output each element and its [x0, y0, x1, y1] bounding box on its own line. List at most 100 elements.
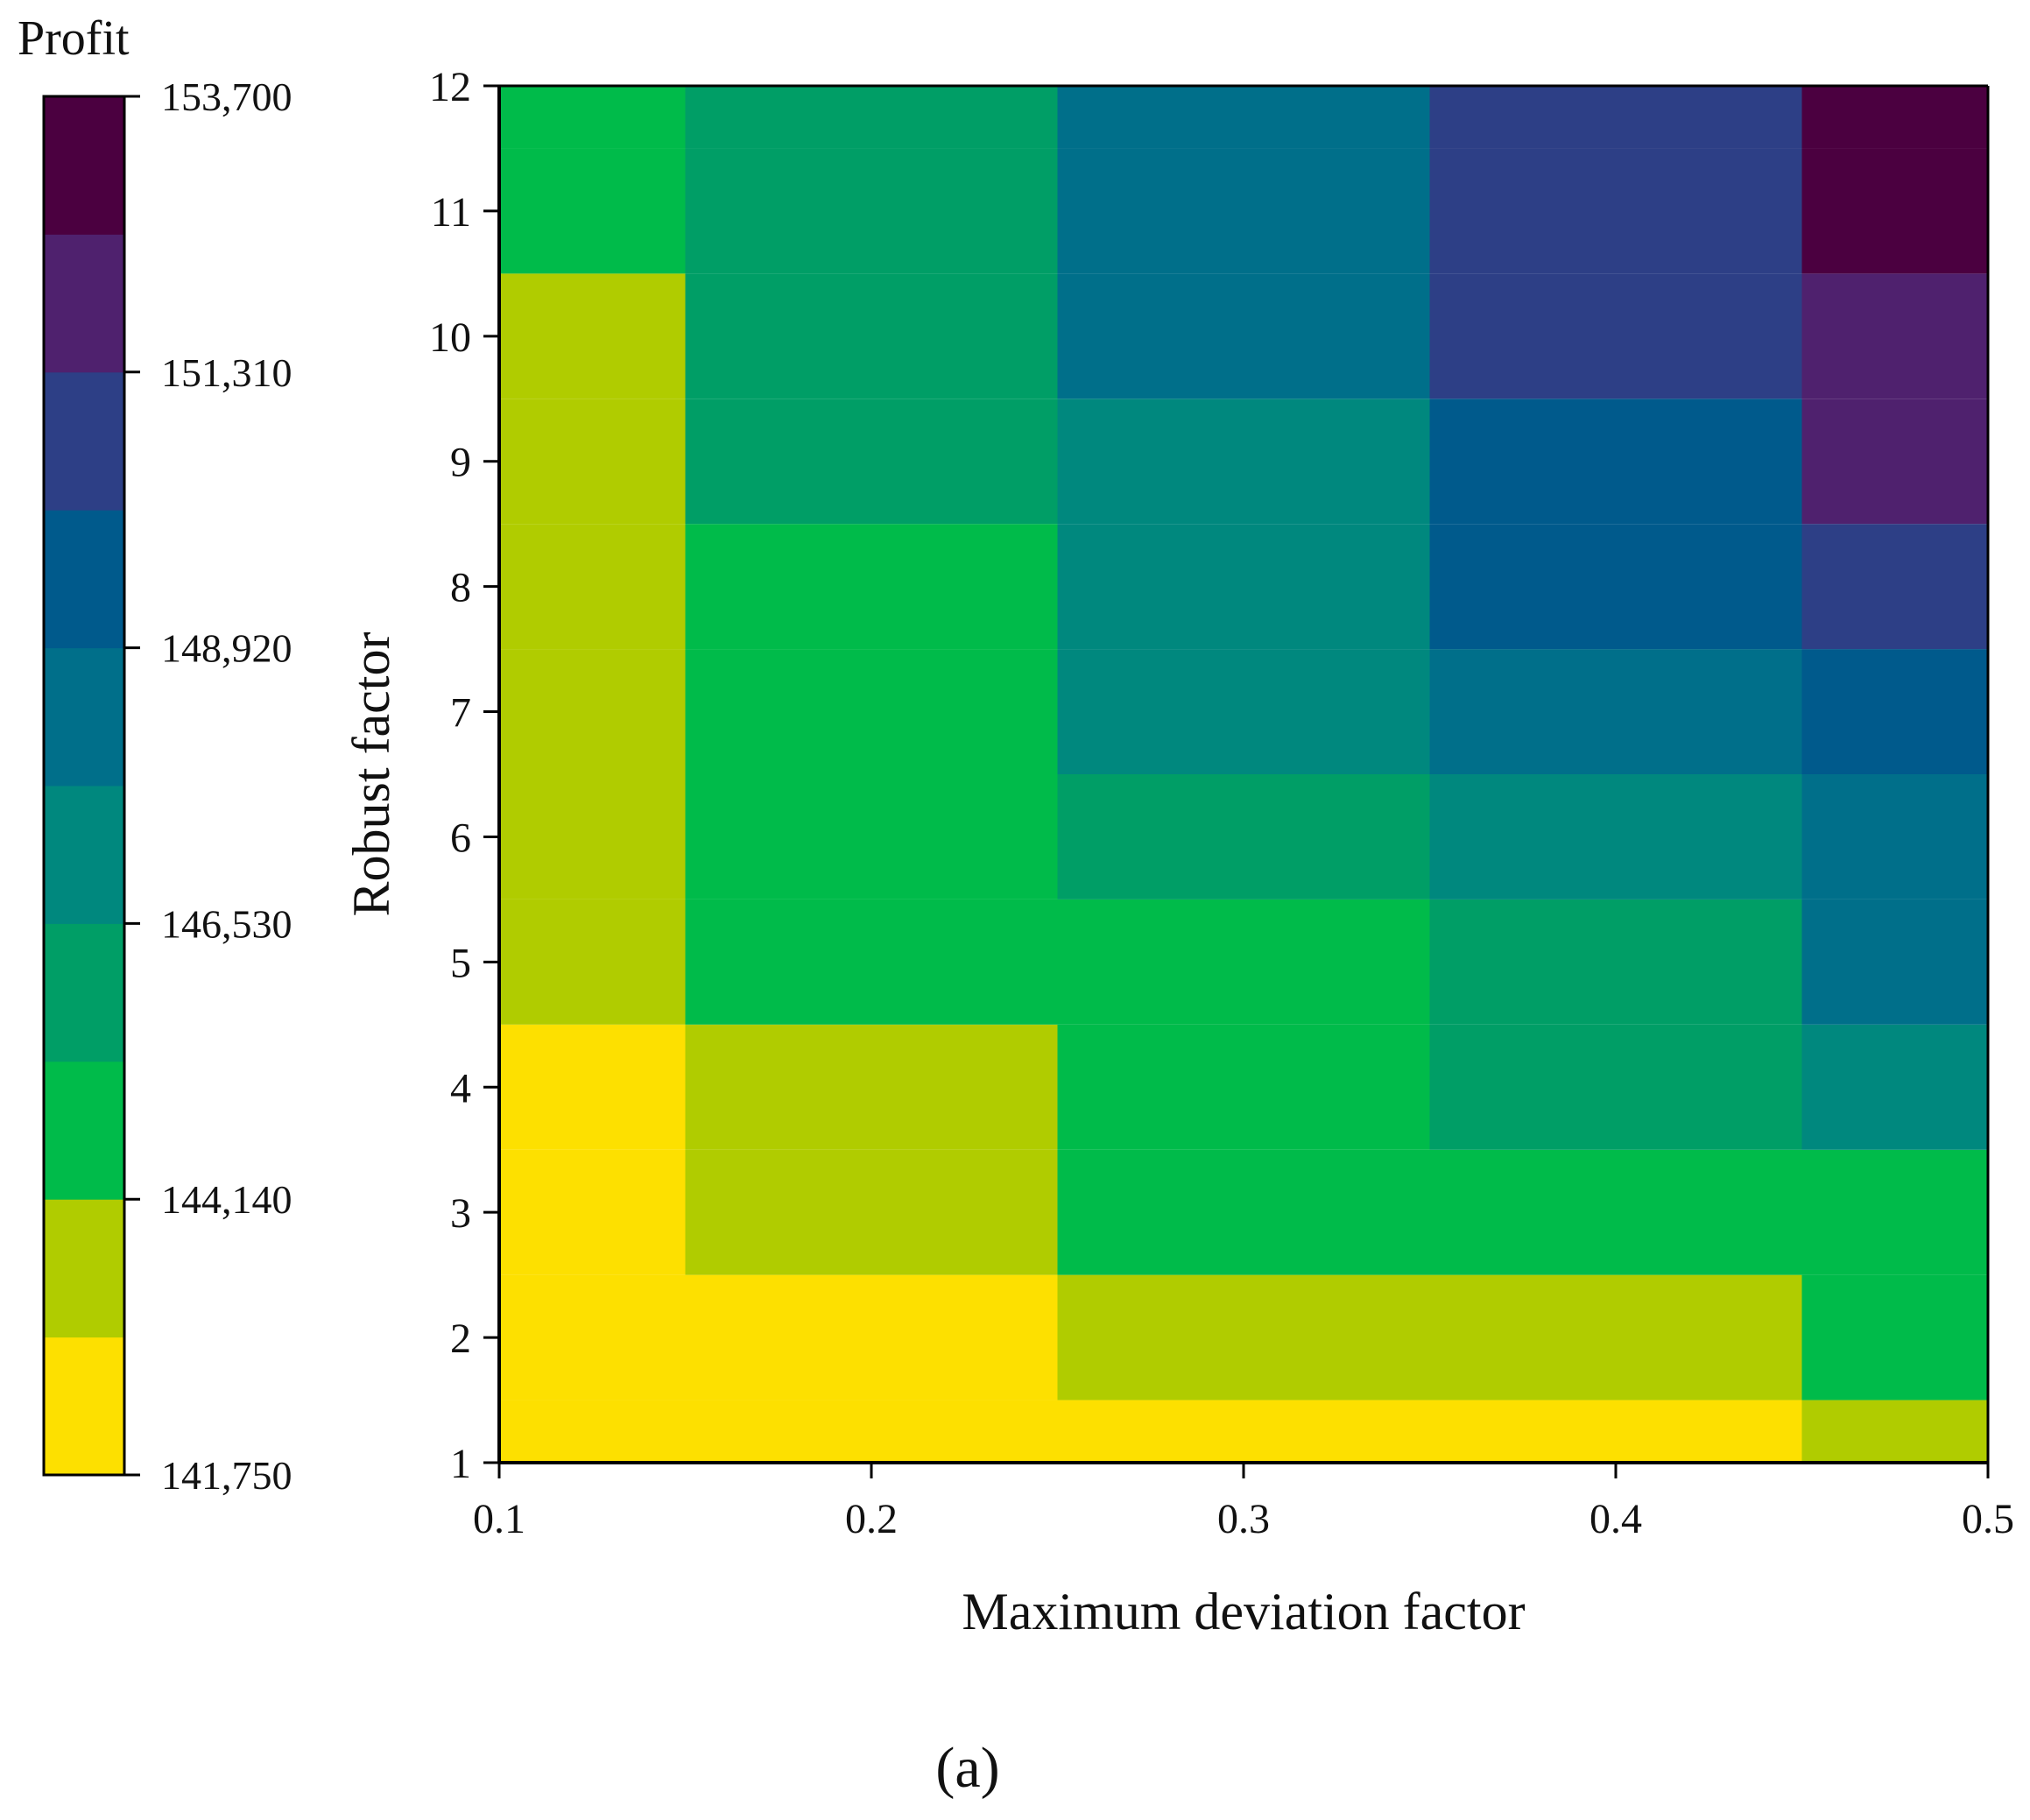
x-tick-label: 0.1	[473, 1496, 525, 1542]
heatmap-cell	[499, 273, 686, 399]
y-tick-label: 4	[450, 1065, 471, 1111]
heatmap-cell	[1801, 899, 1988, 1025]
heatmap-cell	[1057, 774, 1430, 899]
x-axis-ticks: 0.1 0.2 0.3 0.4 0.5	[473, 1463, 2014, 1542]
heatmap-cell	[1057, 399, 1430, 525]
colorbar-band	[44, 96, 124, 235]
heatmap-cell	[1801, 1400, 1988, 1463]
colorbar-band	[44, 647, 124, 787]
heatmap-cell	[685, 148, 1058, 274]
x-tick-label: 0.4	[1589, 1496, 1642, 1542]
heatmap-cell	[1801, 649, 1988, 774]
x-tick-label: 0.3	[1217, 1496, 1270, 1542]
colorbar-tick-label: 146,530	[161, 901, 293, 946]
y-tick-label: 9	[450, 440, 471, 486]
colorbar-band	[44, 1061, 124, 1200]
heatmap-cell	[1429, 899, 1802, 1025]
heatmap-cell	[685, 774, 1058, 899]
colorbar-tick-label: 151,310	[161, 350, 293, 395]
heatmap-cell	[1801, 1274, 1988, 1400]
heatmap-cell	[1057, 524, 1430, 650]
colorbar-tick-label: 148,920	[161, 626, 293, 671]
heatmap-cell	[685, 399, 1058, 525]
y-tick-label: 8	[450, 565, 471, 611]
y-tick-label: 12	[429, 64, 471, 110]
heatmap-cell	[1429, 399, 1802, 525]
heatmap-cell	[685, 1274, 1058, 1400]
y-tick-label: 3	[450, 1190, 471, 1237]
x-tick-label: 0.5	[1962, 1496, 2014, 1542]
heatmap-cell	[685, 649, 1058, 774]
colorbar-tick-label: 153,700	[161, 74, 293, 119]
figure-caption: (a)	[935, 1736, 999, 1800]
heatmap-cell	[1429, 524, 1802, 650]
colorbar-band	[44, 234, 124, 373]
y-tick-label: 6	[450, 815, 471, 861]
heatmap-cell	[499, 649, 686, 774]
heatmap-cell	[1429, 148, 1802, 274]
colorbar-band	[44, 510, 124, 649]
heatmap-cell	[1057, 273, 1430, 399]
heatmap-cell	[685, 273, 1058, 399]
heatmap-cell	[499, 1024, 686, 1150]
x-tick-label: 0.2	[845, 1496, 898, 1542]
heatmap-cell	[1057, 649, 1430, 774]
colorbar-band	[44, 923, 124, 1062]
heatmap-cell	[1057, 1400, 1430, 1463]
heatmap-cell	[1057, 1024, 1430, 1150]
colorbar-band	[44, 1337, 124, 1476]
heatmap-cell	[499, 1274, 686, 1400]
heatmap-cell	[685, 1149, 1058, 1275]
y-tick-label: 7	[450, 690, 471, 737]
colorbar-frame	[42, 95, 126, 1477]
colorbar-ticks: 141,750 144,140 146,530 148,920 151,310 153,7…	[124, 74, 293, 1498]
y-tick-label: 1	[450, 1441, 471, 1487]
colorbar-band	[44, 786, 124, 924]
heatmap-cell	[685, 524, 1058, 650]
heatmap-cell	[685, 899, 1058, 1025]
heatmap-cell	[499, 399, 686, 525]
colorbar-tick-label: 144,140	[161, 1177, 293, 1222]
heatmap-cell	[1429, 1400, 1802, 1463]
heatmap-cell	[499, 1400, 686, 1463]
colorbar-bands	[44, 96, 124, 1476]
heatmap-cell	[1801, 399, 1988, 525]
heatmap-cell	[1429, 1149, 1802, 1275]
heatmap-cell	[1429, 1274, 1802, 1400]
heatmap-cells	[499, 86, 1988, 1463]
colorbar-tick-label: 141,750	[161, 1453, 293, 1498]
heatmap-cell	[499, 1149, 686, 1275]
colorbar-band	[44, 371, 124, 511]
heatmap-cell	[685, 1400, 1058, 1463]
heatmap-cell	[499, 86, 686, 149]
heatmap-cell	[1801, 1149, 1988, 1275]
heatmap-cell	[1801, 524, 1988, 650]
heatmap-cell	[1057, 899, 1430, 1025]
heatmap-cell	[1429, 1024, 1802, 1150]
heatmap-cell	[1057, 86, 1430, 149]
heatmap-cell	[1801, 273, 1988, 399]
heatmap-cell	[499, 774, 686, 899]
heatmap-cell	[1801, 148, 1988, 274]
heatmap-cell	[499, 148, 686, 274]
y-tick-label: 10	[429, 314, 471, 361]
y-axis-label: Robust factor	[342, 632, 400, 917]
colorbar: Profit 141,750 144,140 146,530 148,920 151,3…	[18, 11, 293, 1498]
heatmap-cell	[1057, 1149, 1430, 1275]
heatmap-cell	[1429, 273, 1802, 399]
heatmap-cell	[499, 524, 686, 650]
heatmap-cell	[685, 1024, 1058, 1150]
heatmap-cell	[1429, 774, 1802, 899]
y-tick-label: 5	[450, 940, 471, 986]
heatmap-cell	[1057, 1274, 1430, 1400]
y-tick-label: 2	[450, 1316, 471, 1362]
y-tick-label: 11	[431, 189, 471, 236]
heatmap-cell	[499, 899, 686, 1025]
colorbar-title: Profit	[18, 11, 130, 66]
heatmap-cell	[685, 86, 1058, 149]
heatmap-cell	[1801, 774, 1988, 899]
x-axis-label: Maximum deviation factor	[962, 1583, 1525, 1640]
